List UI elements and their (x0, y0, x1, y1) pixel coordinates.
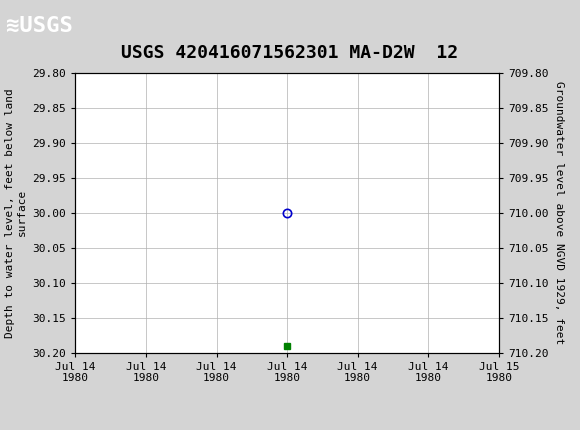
Y-axis label: Groundwater level above NGVD 1929, feet: Groundwater level above NGVD 1929, feet (554, 81, 564, 344)
Text: USGS 420416071562301 MA-D2W  12: USGS 420416071562301 MA-D2W 12 (121, 44, 459, 62)
Y-axis label: Depth to water level, feet below land
surface: Depth to water level, feet below land su… (5, 88, 27, 338)
Text: ≋USGS: ≋USGS (6, 16, 72, 36)
